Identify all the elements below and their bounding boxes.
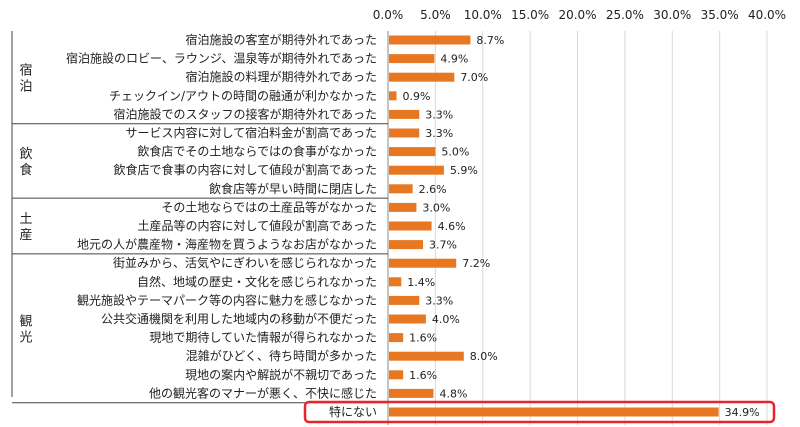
data-label: 7.2% xyxy=(462,257,490,270)
data-label: 3.3% xyxy=(425,127,453,140)
group-label: 宿泊 xyxy=(19,62,32,94)
bar xyxy=(389,165,444,175)
bar xyxy=(389,184,413,194)
bar xyxy=(389,351,464,361)
data-label: 1.6% xyxy=(409,332,437,345)
bar xyxy=(389,221,432,231)
highlight-box xyxy=(303,400,776,424)
category-label: 土産品等の内容に対して値段が割高であった xyxy=(137,218,377,233)
category-label: チェックイン/アウトの時間の融通が利かなかった xyxy=(109,88,377,103)
category-label: 宿泊施設のロビー、ラウンジ、温泉等が期待外れであった xyxy=(66,51,377,66)
bar xyxy=(389,295,420,305)
category-label: 宿泊施設の客室が期待外れであった xyxy=(185,32,377,47)
gridlines xyxy=(387,31,768,425)
data-label: 8.0% xyxy=(470,350,498,363)
data-label: 4.9% xyxy=(440,53,468,66)
category-label: 飲食店で食事の内容に対して値段が割高であった xyxy=(113,162,377,177)
category-label: 特にない xyxy=(329,404,377,419)
x-tick-label: 35.0% xyxy=(701,8,739,22)
data-label: 34.9% xyxy=(725,406,760,419)
category-label: 宿泊施設の料理が期待外れであった xyxy=(185,69,377,84)
data-label: 3.3% xyxy=(425,294,453,307)
category-label: 他の観光客のマナーが悪く、不快に感じた xyxy=(149,385,377,400)
x-tick-label: 10.0% xyxy=(464,8,502,22)
x-axis-ticks: 0.0% 5.0% 10.0% 15.0% 20.0% 25.0% 30.0% 35.0% 40… xyxy=(373,8,786,22)
category-label: 地元の人が農産物・海産物を買うようなお店がなかった xyxy=(77,237,377,252)
data-label: 0.9% xyxy=(403,90,431,103)
bar xyxy=(389,333,404,343)
data-label: 5.0% xyxy=(441,146,469,159)
x-tick-label: 25.0% xyxy=(606,8,644,22)
data-label: 5.9% xyxy=(450,164,478,177)
group-label: 観光 xyxy=(19,314,32,345)
bar xyxy=(389,35,471,45)
bars xyxy=(389,35,719,417)
data-label: 3.7% xyxy=(429,239,457,252)
category-label: 自然、地域の歴史・文化を感じられなかった xyxy=(137,274,377,289)
category-label: 飲食店でその土地ならではの食事がなかった xyxy=(137,144,377,159)
bar xyxy=(389,258,457,268)
bar xyxy=(389,407,719,417)
bar xyxy=(389,388,434,398)
category-label: 混雑がひどく、待ち時間が多かった xyxy=(186,348,377,363)
data-label: 4.6% xyxy=(438,220,466,233)
group-separators xyxy=(11,31,388,404)
category-labels: 宿泊施設の客室が期待外れであった宿泊施設のロビー、ラウンジ、温泉等が期待外れであ… xyxy=(66,32,377,419)
data-label: 3.0% xyxy=(422,201,450,214)
data-label: 2.6% xyxy=(419,183,447,196)
category-label: その土地ならではの土産品等がなかった xyxy=(161,199,377,214)
group-label: 飲食 xyxy=(19,146,32,178)
bar xyxy=(389,91,397,101)
data-label: 4.0% xyxy=(432,313,460,326)
category-label: 公共交通機関を利用した地域内の移動が不便だった xyxy=(101,311,377,326)
category-label: 観光施設やテーマパーク等の内容に魅力を感じなかった xyxy=(77,292,377,307)
bar xyxy=(389,202,417,212)
data-label: 1.4% xyxy=(407,276,435,289)
category-label: 街並みから、活気やにぎわいを感じられなかった xyxy=(113,255,377,270)
bar xyxy=(389,314,426,324)
data-label: 8.7% xyxy=(476,34,504,47)
x-tick-label: 20.0% xyxy=(558,8,596,22)
category-label: 現地で期待していた情報が得られなかった xyxy=(149,330,377,345)
x-tick-label: 0.0% xyxy=(373,8,404,22)
bar xyxy=(389,128,420,138)
bar xyxy=(389,370,404,380)
x-tick-label: 15.0% xyxy=(511,8,549,22)
bar xyxy=(389,109,420,119)
data-label: 1.6% xyxy=(409,369,437,382)
category-label: 現地の案内や解説が不親切であった xyxy=(185,367,377,382)
data-label: 3.3% xyxy=(425,108,453,121)
bar xyxy=(389,277,402,287)
x-tick-label: 40.0% xyxy=(748,8,786,22)
x-tick-label: 30.0% xyxy=(653,8,691,22)
data-label: 7.0% xyxy=(460,71,488,84)
category-label: サービス内容に対して宿泊料金が割高であった xyxy=(125,125,377,140)
bar xyxy=(389,240,424,250)
bar xyxy=(389,54,435,64)
highlight-layer xyxy=(303,400,776,424)
bar xyxy=(389,72,455,82)
data-label: 4.8% xyxy=(439,387,467,400)
group-label: 土産 xyxy=(19,212,32,243)
value-labels: 8.7% 4.9% 7.0% 0.9% 3.3% 3.3% 5.0% 5.9%2.6% 3.0%… xyxy=(403,34,760,419)
bar xyxy=(389,147,436,157)
category-label: 飲食店等が早い時間に閉店した xyxy=(209,181,377,196)
x-tick-label: 5.0% xyxy=(420,8,451,22)
category-label: 宿泊施設でのスタッフの接客が期待外れであった xyxy=(113,106,377,121)
